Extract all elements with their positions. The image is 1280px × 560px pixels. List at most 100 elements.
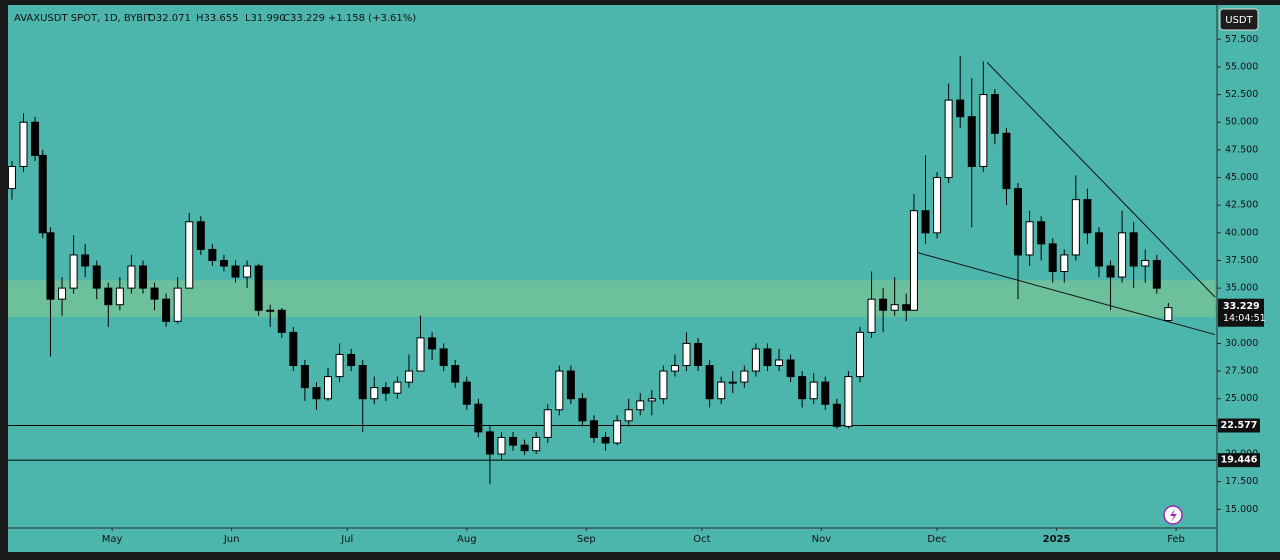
candle-body (485, 431, 494, 455)
candle-body (173, 287, 182, 322)
chart-background (8, 5, 1280, 552)
currency[interactable]: USDT (1225, 15, 1253, 26)
candle-body (979, 94, 988, 167)
y-tick-label: 25.000 (1225, 393, 1258, 404)
candle-body (1048, 243, 1057, 273)
candle-body (381, 387, 390, 394)
candle-body (890, 304, 899, 311)
candle-body (740, 370, 749, 383)
candle-body (81, 254, 90, 267)
candle-body (1164, 307, 1173, 322)
candle-body (497, 436, 506, 455)
y-tick-label: 37.500 (1225, 255, 1258, 266)
candle-body (1118, 232, 1127, 278)
candle-body (462, 381, 471, 405)
close-label: C33.229 (283, 13, 325, 24)
x-tick-label: 2025 (1043, 534, 1071, 545)
candle-body (786, 359, 795, 378)
candle-body (46, 232, 55, 300)
candle-body (300, 365, 309, 389)
candle-body (393, 381, 402, 394)
candle-body (798, 376, 807, 400)
y-tick-label: 35.000 (1225, 283, 1258, 294)
candle-body (231, 265, 240, 278)
candle-body (92, 265, 101, 289)
candle-body (909, 210, 918, 311)
candle-body (358, 365, 367, 400)
candle-body (1141, 259, 1150, 267)
y-tick-label: 55.000 (1225, 61, 1258, 72)
candle-body (1094, 232, 1103, 267)
candle-body (1025, 221, 1034, 256)
candle-body (1083, 199, 1092, 234)
candle-body (7, 165, 16, 190)
candle-body (150, 287, 159, 300)
candle-body (967, 116, 976, 167)
candle-body (555, 370, 564, 411)
candle-body (624, 409, 633, 422)
candle-body (589, 420, 598, 438)
candle-body (543, 409, 552, 438)
candle-body (921, 210, 930, 234)
candle-body (867, 298, 876, 333)
candle-body (347, 353, 356, 367)
low-label: L31.990 (245, 13, 286, 24)
y-tick-label: 52.500 (1225, 89, 1258, 100)
candle-body (1129, 232, 1138, 267)
candle-body (127, 265, 136, 289)
price-label: 33.229 (1223, 301, 1260, 312)
x-tick-label: Jul (340, 534, 353, 545)
level-label-bg (1218, 453, 1260, 468)
candle-body (613, 420, 622, 444)
price-label-bg (1218, 298, 1264, 327)
candle-body (670, 365, 679, 372)
candle-body (38, 154, 47, 234)
x-tick-label: Aug (457, 534, 477, 545)
candle-body (956, 99, 965, 118)
x-tick-label: Jun (223, 534, 240, 545)
candle-body (990, 94, 999, 134)
symbol: AVAXUSDT SPOT, 1D, BYBIT (14, 13, 153, 24)
candle-body (509, 436, 518, 446)
candle-body (717, 381, 726, 400)
candle-body (775, 359, 784, 367)
candle-body (647, 398, 656, 402)
y-tick-label: 42.500 (1225, 200, 1258, 211)
x-tick-label: Nov (812, 534, 832, 545)
high-label: H33.655 (196, 13, 239, 24)
candle-body (879, 298, 888, 311)
candle-body (58, 287, 67, 300)
candle-body (601, 436, 610, 444)
candle-body (428, 337, 437, 350)
candle-body (208, 248, 217, 261)
candle-body (69, 254, 78, 289)
level-label: 22.577 (1221, 420, 1258, 431)
candle-body (243, 265, 252, 278)
candle-body (532, 436, 541, 452)
currency-button[interactable] (1219, 8, 1259, 31)
candle-body (404, 370, 413, 383)
candle-body (115, 287, 124, 306)
change-label: +1.158 (+3.61%) (328, 13, 416, 24)
level-label-bg (1218, 418, 1260, 433)
candle-body (1071, 199, 1080, 256)
level-label: 19.446 (1221, 455, 1258, 466)
candle-body (289, 331, 298, 367)
candle-body (520, 444, 529, 452)
candle-body (196, 221, 205, 250)
x-tick-label: Oct (693, 534, 710, 545)
candle-body (1002, 132, 1011, 190)
x-tick-label: Feb (1167, 534, 1185, 545)
candle-body (138, 265, 147, 289)
y-tick-label: 40.000 (1225, 227, 1258, 238)
candle-body (312, 387, 321, 400)
candle-body (1152, 259, 1161, 289)
candle-body (694, 342, 703, 367)
candle-body (31, 121, 40, 156)
candle-body (751, 348, 760, 372)
candle-body (324, 376, 333, 400)
candle-body (636, 400, 645, 411)
candle-body (809, 381, 818, 400)
candle-body (705, 365, 714, 400)
